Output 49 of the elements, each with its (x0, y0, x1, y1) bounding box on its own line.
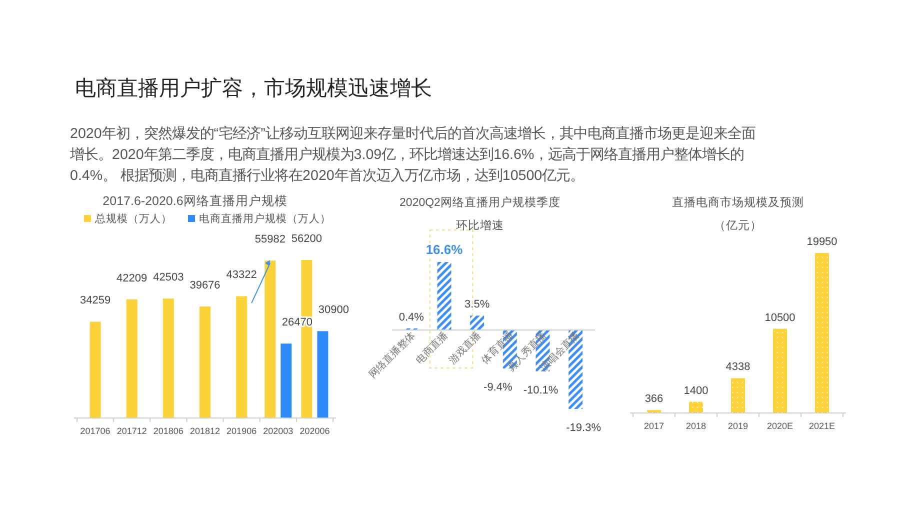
x-tick-label: 2021E (808, 421, 836, 431)
text: 电商直播用户扩容，市场规模迅速增长 (75, 77, 432, 100)
data-label: 16.6% (426, 242, 464, 257)
data-label: 366 (644, 393, 664, 406)
data-label: 19950 (806, 236, 838, 248)
x-tick-label: 201906 (226, 426, 257, 436)
bar (470, 316, 484, 330)
data-label: 34259 (80, 294, 111, 307)
data-label: 42209 (116, 272, 148, 284)
chart-title: 2020Q2网络直播用户规模季度 (400, 195, 560, 209)
text: 0.4%。 根据预测，电商直播行业将在2020年首次迈入万亿市场，达到10500亿元。 (70, 168, 584, 184)
text: 2020年初，突然爆发的“宅经济”让移动互联网迎来存量时代后的首次高速增长，其中电商直播市场更是迎来全面 (70, 126, 756, 142)
data-label: 42503 (153, 272, 184, 284)
data-label: -10.1% (523, 384, 558, 396)
data-label: 39676 (190, 279, 220, 292)
x-tick-label: 201712 (116, 426, 147, 436)
x-tick-label: 202003 (263, 426, 294, 436)
bar (773, 328, 787, 413)
bar (731, 378, 745, 413)
data-label: 10500 (764, 312, 796, 324)
data-label: -9.4% (484, 381, 512, 394)
x-tick-label: 2020E (766, 421, 794, 431)
bar (689, 402, 703, 413)
legend-label: 电商直播用户规模（万人） (199, 212, 331, 225)
x-tick-label: 201812 (190, 426, 220, 436)
chart-title: 2017.6-2020.6网络直播用户规模 (102, 194, 288, 208)
text: 增长。2020年第二季度，电商直播用户规模为3.09亿，环比增速达到16.6%，远高于网络直播用户整体增长的 (69, 147, 744, 163)
x-tick-label: 201806 (153, 426, 184, 436)
x-tick-label: 2019 (728, 421, 748, 431)
data-label: -19.3% (566, 422, 602, 434)
x-tick-label: 电商直播 (414, 330, 450, 366)
legend-label: 总规模（万人） (94, 212, 172, 225)
data-label: 55982 (254, 234, 286, 246)
data-label: 56200 (291, 233, 322, 245)
data-label: 30900 (318, 304, 350, 316)
data-label: 4338 (726, 361, 750, 374)
data-label: 0.4% (398, 311, 424, 324)
x-tick-label: 202006 (300, 426, 330, 436)
bar (437, 262, 452, 330)
chart-title: 直播电商市场规模及预测 (672, 195, 804, 209)
data-label: 3.5% (464, 298, 490, 311)
chart-subtitle: （亿元） (714, 219, 762, 232)
data-label: 43322 (226, 269, 257, 282)
data-label: 1400 (684, 384, 708, 397)
x-tick-label: 2017 (644, 421, 664, 431)
x-tick-label: 201706 (80, 426, 110, 436)
bar (815, 253, 829, 413)
x-tick-label: 2018 (686, 421, 706, 431)
chart-subtitle: 环比增速 (456, 219, 504, 232)
